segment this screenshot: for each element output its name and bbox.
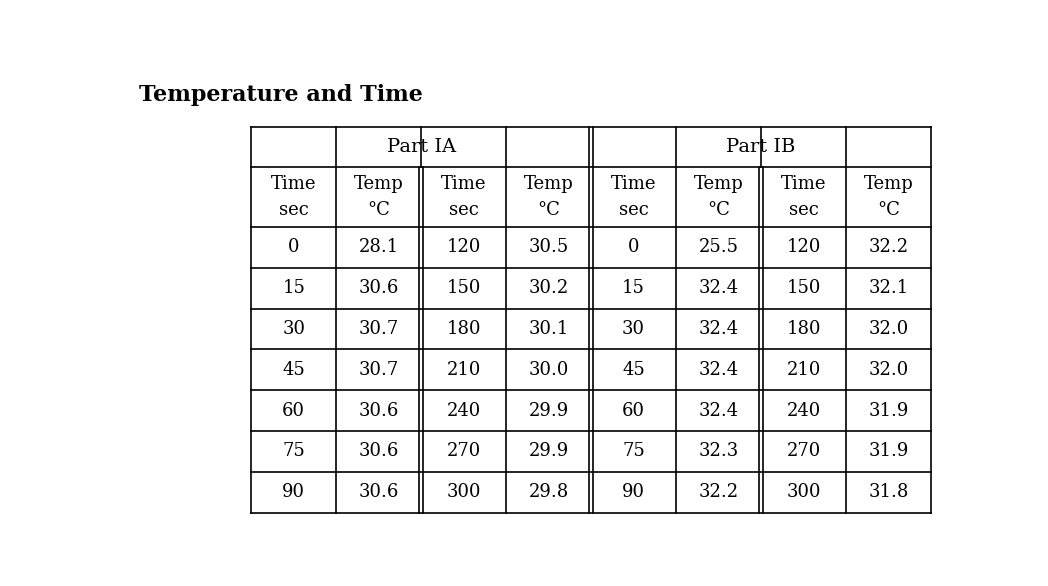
Text: 31.9: 31.9 [869, 401, 909, 420]
Text: 270: 270 [786, 442, 821, 461]
Text: 25.5: 25.5 [699, 239, 739, 257]
Text: Part IB: Part IB [726, 138, 795, 156]
Text: 240: 240 [446, 401, 481, 420]
Text: Time: Time [611, 175, 656, 193]
Text: 60: 60 [282, 401, 305, 420]
Text: 30.1: 30.1 [528, 320, 569, 338]
Text: 32.0: 32.0 [869, 320, 909, 338]
Text: 30.6: 30.6 [358, 279, 399, 297]
Text: 32.4: 32.4 [699, 401, 739, 420]
Text: 180: 180 [446, 320, 481, 338]
Text: Time: Time [781, 175, 826, 193]
Text: 30: 30 [282, 320, 305, 338]
Text: 15: 15 [282, 279, 305, 297]
Text: 120: 120 [786, 239, 821, 257]
Text: °C: °C [707, 201, 730, 219]
Text: 240: 240 [786, 401, 821, 420]
Text: sec: sec [788, 201, 818, 219]
Text: 0: 0 [628, 239, 639, 257]
Text: 32.4: 32.4 [699, 361, 739, 379]
Text: 30.6: 30.6 [358, 483, 399, 501]
Text: 30: 30 [623, 320, 646, 338]
Text: 15: 15 [623, 279, 645, 297]
Text: 180: 180 [786, 320, 821, 338]
Text: Part IA: Part IA [387, 138, 456, 156]
Text: 210: 210 [446, 361, 481, 379]
Text: 75: 75 [282, 442, 305, 461]
Text: °C: °C [367, 201, 390, 219]
Text: Temp: Temp [864, 175, 914, 193]
Text: 270: 270 [446, 442, 481, 461]
Text: 32.2: 32.2 [699, 483, 739, 501]
Text: 90: 90 [623, 483, 646, 501]
Text: 150: 150 [446, 279, 481, 297]
Text: 30.7: 30.7 [358, 361, 399, 379]
Text: sec: sec [449, 201, 479, 219]
Text: 150: 150 [786, 279, 821, 297]
Text: Time: Time [271, 175, 316, 193]
Text: 32.4: 32.4 [699, 320, 739, 338]
Text: sec: sec [618, 201, 649, 219]
Text: 0: 0 [288, 239, 300, 257]
Text: 29.8: 29.8 [528, 483, 569, 501]
Text: 30.2: 30.2 [528, 279, 569, 297]
Text: Time: Time [441, 175, 486, 193]
Text: 210: 210 [786, 361, 821, 379]
Text: 30.6: 30.6 [358, 442, 399, 461]
Text: 45: 45 [623, 361, 645, 379]
Text: 300: 300 [786, 483, 821, 501]
Text: Temp: Temp [524, 175, 573, 193]
Text: 32.0: 32.0 [869, 361, 909, 379]
Text: 90: 90 [282, 483, 305, 501]
Text: sec: sec [279, 201, 308, 219]
Text: 32.2: 32.2 [869, 239, 909, 257]
Text: 60: 60 [623, 401, 646, 420]
Text: Temperature and Time: Temperature and Time [139, 84, 423, 106]
Text: Temp: Temp [694, 175, 743, 193]
Text: 30.0: 30.0 [528, 361, 569, 379]
Text: 75: 75 [623, 442, 645, 461]
Text: 31.8: 31.8 [869, 483, 909, 501]
Text: Temp: Temp [354, 175, 403, 193]
Text: 28.1: 28.1 [358, 239, 399, 257]
Text: 120: 120 [446, 239, 481, 257]
Text: 29.9: 29.9 [528, 401, 569, 420]
Text: °C: °C [877, 201, 900, 219]
Text: 30.5: 30.5 [528, 239, 569, 257]
Text: 32.4: 32.4 [699, 279, 739, 297]
Text: 300: 300 [446, 483, 481, 501]
Text: 29.9: 29.9 [528, 442, 569, 461]
Text: 32.3: 32.3 [698, 442, 739, 461]
Text: 30.6: 30.6 [358, 401, 399, 420]
Text: 31.9: 31.9 [869, 442, 909, 461]
Text: 30.7: 30.7 [358, 320, 399, 338]
Text: 45: 45 [282, 361, 305, 379]
Text: 32.1: 32.1 [869, 279, 909, 297]
Text: °C: °C [538, 201, 560, 219]
